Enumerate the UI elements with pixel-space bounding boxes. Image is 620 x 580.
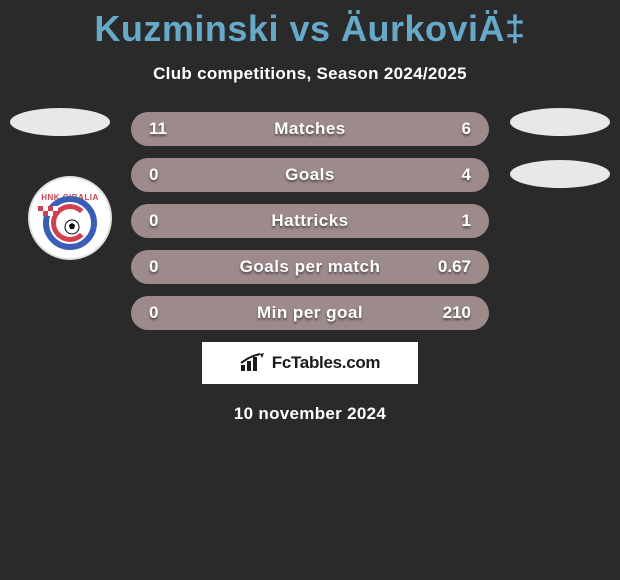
stat-value-left: 0 bbox=[149, 303, 189, 323]
stat-value-right: 4 bbox=[431, 165, 471, 185]
stat-value-left: 11 bbox=[149, 119, 189, 139]
placeholder-ellipse-right bbox=[510, 160, 610, 188]
comparison-title: Kuzminski vs ÄurkoviÄ‡ bbox=[0, 0, 620, 50]
comparison-subtitle: Club competitions, Season 2024/2025 bbox=[0, 64, 620, 84]
source-logo-text: FcTables.com bbox=[272, 353, 381, 373]
stat-value-right: 1 bbox=[431, 211, 471, 231]
stat-row: 0 Goals per match 0.67 bbox=[131, 250, 489, 284]
stat-value-right: 6 bbox=[431, 119, 471, 139]
footer-date: 10 november 2024 bbox=[0, 404, 620, 424]
stat-value-right: 0.67 bbox=[431, 257, 471, 277]
bar-chart-icon bbox=[240, 353, 266, 373]
source-logo-box: FcTables.com bbox=[202, 342, 418, 384]
stat-value-left: 0 bbox=[149, 257, 189, 277]
placeholder-ellipse-top-right bbox=[510, 108, 610, 136]
stat-row: 11 Matches 6 bbox=[131, 112, 489, 146]
club-badge-inner bbox=[43, 196, 97, 250]
stat-label: Goals bbox=[285, 165, 335, 185]
stat-label: Min per goal bbox=[257, 303, 363, 323]
stat-row: 0 Goals 4 bbox=[131, 158, 489, 192]
stat-value-left: 0 bbox=[149, 165, 189, 185]
stat-value-left: 0 bbox=[149, 211, 189, 231]
stat-value-right: 210 bbox=[431, 303, 471, 323]
stat-rows: 11 Matches 6 0 Goals 4 0 Hattricks 1 0 G… bbox=[131, 112, 489, 330]
stat-row: 0 Hattricks 1 bbox=[131, 204, 489, 238]
stat-label: Hattricks bbox=[271, 211, 348, 231]
stat-label: Goals per match bbox=[240, 257, 381, 277]
checker-pattern-icon bbox=[38, 206, 58, 220]
content-area: HNK CIBALIA 11 Matches 6 0 bbox=[0, 112, 620, 424]
placeholder-ellipse-top-left bbox=[10, 108, 110, 136]
stat-label: Matches bbox=[274, 119, 346, 139]
stat-row: 0 Min per goal 210 bbox=[131, 296, 489, 330]
soccer-ball-icon bbox=[63, 218, 81, 236]
club-badge: HNK CIBALIA bbox=[28, 176, 112, 260]
